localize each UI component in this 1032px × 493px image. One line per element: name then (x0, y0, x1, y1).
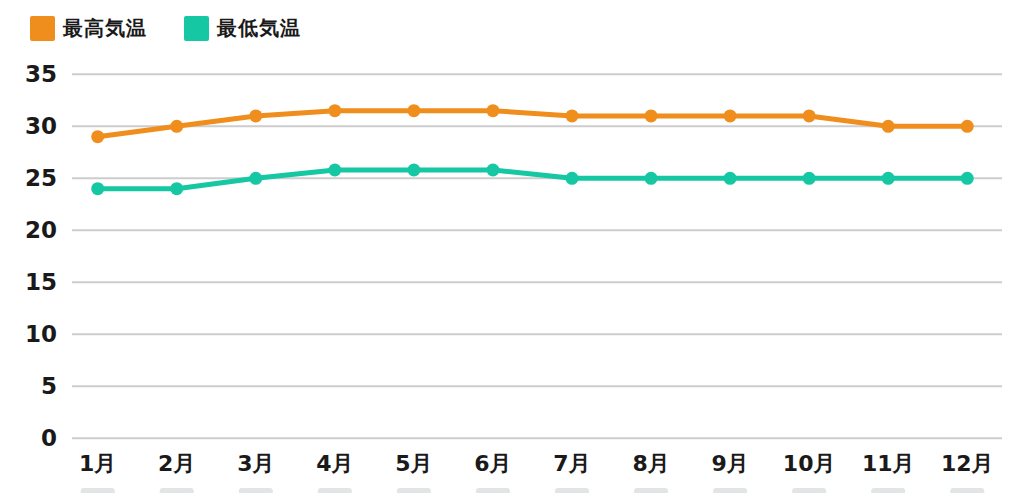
y-axis-tick-label: 5 (41, 373, 57, 399)
y-axis-tick-label: 20 (25, 217, 57, 243)
x-axis-tick-label: 1月 (79, 451, 116, 476)
data-point-max-3月 (249, 109, 262, 122)
x-axis-tick-label: 11月 (862, 451, 915, 476)
temperature-line-chart: 0 5 10 15 20 25 30 35 1月 2月 3月 4月 5月 6月 7月 8月 9月 10月 11月 12… (0, 0, 1032, 493)
y-axis-tick-label: 10 (25, 321, 57, 347)
data-point-min-5月 (407, 163, 420, 176)
data-point-min-11月 (882, 172, 895, 185)
x-axis-tick-label: 12月 (941, 451, 994, 476)
data-point-min-10月 (803, 172, 816, 185)
data-point-min-1月 (91, 182, 104, 195)
cutoff-row-dash (397, 488, 431, 493)
cutoff-row-dash (318, 488, 352, 493)
data-point-min-2月 (170, 182, 183, 195)
data-point-min-4月 (328, 163, 341, 176)
y-axis-tick-label: 35 (25, 61, 57, 87)
y-axis-tick-label: 25 (25, 165, 57, 191)
cutoff-row-dash (871, 488, 905, 493)
cutoff-row-dash (713, 488, 747, 493)
x-axis-tick-label: 8月 (632, 451, 669, 476)
x-axis-tick-label: 7月 (553, 451, 590, 476)
data-point-min-12月 (961, 172, 974, 185)
data-point-max-12月 (961, 120, 974, 133)
chart-page: 最高気温 最低気温 051015202530351月2月3月4月5月6月7月8月… (0, 0, 1032, 493)
x-axis-tick-label: 3月 (237, 451, 274, 476)
cutoff-row-dash (476, 488, 510, 493)
cutoff-row-dash (950, 488, 984, 493)
y-axis-tick-label: 30 (25, 113, 57, 139)
data-point-max-6月 (486, 104, 499, 117)
cutoff-row-dash (792, 488, 826, 493)
data-point-max-7月 (566, 109, 579, 122)
y-axis-tick-label: 0 (41, 425, 57, 451)
data-point-max-11月 (882, 120, 895, 133)
data-point-max-4月 (328, 104, 341, 117)
data-point-max-10月 (803, 109, 816, 122)
data-point-max-9月 (724, 109, 737, 122)
data-point-max-1月 (91, 130, 104, 143)
x-axis-tick-label: 5月 (395, 451, 432, 476)
y-axis-tick-label: 15 (25, 269, 57, 295)
cutoff-row-dash (160, 488, 194, 493)
data-point-min-3月 (249, 172, 262, 185)
data-point-min-7月 (566, 172, 579, 185)
cutoff-row-dash (634, 488, 668, 493)
x-axis-tick-label: 4月 (316, 451, 353, 476)
cutoff-row-dash (239, 488, 273, 493)
series-line-min (98, 170, 968, 189)
cutoff-row-dash (81, 488, 115, 493)
x-axis-tick-label: 2月 (158, 451, 195, 476)
data-point-max-8月 (645, 109, 658, 122)
data-point-max-2月 (170, 120, 183, 133)
x-axis-tick-label: 10月 (783, 451, 836, 476)
data-point-min-9月 (724, 172, 737, 185)
cutoff-row-dash (555, 488, 589, 493)
data-point-min-8月 (645, 172, 658, 185)
data-point-min-6月 (486, 163, 499, 176)
x-axis-tick-label: 6月 (474, 451, 511, 476)
data-point-max-5月 (407, 104, 420, 117)
x-axis-tick-label: 9月 (711, 451, 748, 476)
series-line-max (98, 111, 968, 137)
